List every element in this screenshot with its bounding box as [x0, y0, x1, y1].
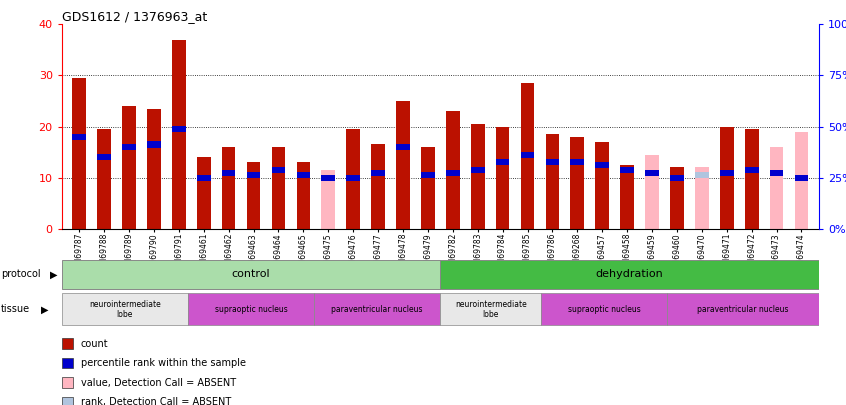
Bar [222, 147, 235, 229]
Bar [272, 167, 285, 173]
Bar [440, 260, 819, 289]
Bar [222, 170, 235, 176]
Bar [346, 175, 360, 181]
Text: protocol: protocol [1, 269, 41, 279]
Bar [541, 294, 667, 325]
Bar [396, 144, 409, 150]
Text: paraventricular nucleus: paraventricular nucleus [697, 305, 789, 314]
Text: ▶: ▶ [41, 305, 49, 314]
Bar [645, 155, 659, 229]
Bar [440, 294, 541, 325]
Bar [770, 170, 783, 176]
Bar [645, 170, 659, 176]
Bar [321, 170, 335, 229]
Text: supraoptic nucleus: supraoptic nucleus [215, 305, 288, 314]
Text: supraoptic nucleus: supraoptic nucleus [568, 305, 640, 314]
Bar [770, 147, 783, 229]
Text: value, Detection Call = ABSENT: value, Detection Call = ABSENT [80, 377, 236, 388]
Bar [596, 142, 609, 229]
Bar [62, 358, 73, 368]
Bar [97, 129, 111, 229]
Text: neurointermediate
lobe: neurointermediate lobe [89, 300, 161, 319]
Bar [346, 129, 360, 229]
Bar [471, 124, 485, 229]
Bar [73, 78, 86, 229]
Bar [73, 134, 86, 140]
Bar [62, 260, 440, 289]
Bar [496, 126, 509, 229]
Text: paraventricular nucleus: paraventricular nucleus [332, 305, 423, 314]
Bar [570, 159, 585, 165]
Bar [720, 170, 733, 176]
Bar [471, 167, 485, 173]
Bar [172, 126, 185, 132]
Bar [147, 109, 161, 229]
Bar [695, 172, 709, 178]
Bar [520, 83, 535, 229]
Bar [62, 294, 188, 325]
Bar [570, 137, 585, 229]
Bar [520, 151, 535, 158]
Bar [97, 154, 111, 160]
Bar [371, 145, 385, 229]
Text: control: control [232, 269, 271, 279]
Bar [546, 159, 559, 165]
Bar [496, 159, 509, 165]
Bar [446, 170, 459, 176]
Bar [670, 175, 684, 181]
Text: dehydration: dehydration [596, 269, 663, 279]
Text: GDS1612 / 1376963_at: GDS1612 / 1376963_at [62, 10, 207, 23]
Bar [247, 172, 261, 178]
Text: rank, Detection Call = ABSENT: rank, Detection Call = ABSENT [80, 397, 231, 405]
Bar [620, 167, 634, 173]
Bar [371, 170, 385, 176]
Bar [296, 172, 310, 178]
Bar [272, 147, 285, 229]
Bar [122, 106, 136, 229]
Bar [247, 162, 261, 229]
Bar [596, 162, 609, 168]
Bar [670, 168, 684, 229]
Bar [188, 294, 314, 325]
Bar [794, 132, 808, 229]
Bar [695, 168, 709, 229]
Bar [197, 157, 211, 229]
Bar [62, 338, 73, 349]
Text: percentile rank within the sample: percentile rank within the sample [80, 358, 245, 368]
Bar [62, 397, 73, 405]
Bar [172, 40, 185, 229]
Bar [396, 101, 409, 229]
Bar [744, 129, 759, 229]
Bar [794, 175, 808, 181]
Bar [446, 111, 459, 229]
Bar [147, 141, 161, 147]
Bar [546, 134, 559, 229]
Bar [620, 165, 634, 229]
Bar [421, 147, 435, 229]
Bar [321, 175, 335, 181]
Bar [667, 294, 819, 325]
Text: neurointermediate
lobe: neurointermediate lobe [455, 300, 527, 319]
Text: tissue: tissue [1, 305, 30, 314]
Bar [744, 167, 759, 173]
Bar [314, 294, 440, 325]
Bar [197, 175, 211, 181]
Bar [296, 162, 310, 229]
Bar [62, 377, 73, 388]
Text: count: count [80, 339, 108, 349]
Bar [720, 126, 733, 229]
Text: ▶: ▶ [50, 269, 58, 279]
Bar [122, 144, 136, 150]
Bar [421, 172, 435, 178]
